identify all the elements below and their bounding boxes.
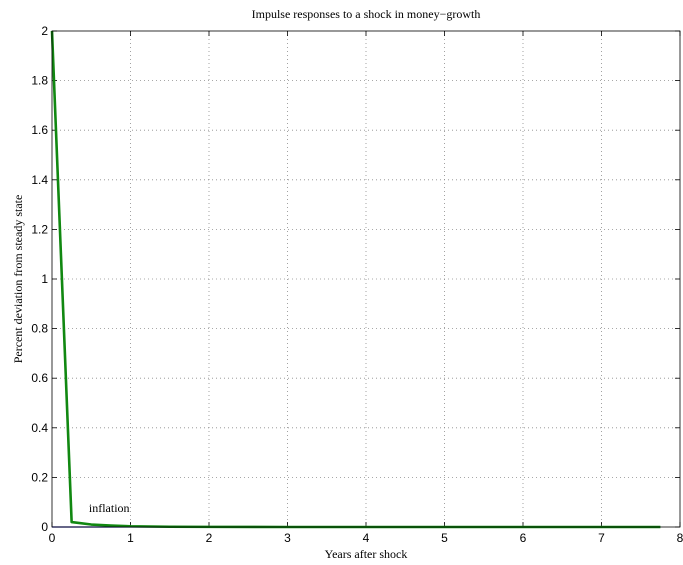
y-axis-label: Percent deviation from steady state	[11, 195, 25, 364]
y-tick-label: 2	[41, 24, 48, 38]
x-axis-label: Years after shock	[325, 547, 408, 561]
y-tick-label: 0.4	[31, 421, 48, 435]
x-tick-label: 3	[284, 531, 291, 545]
y-tick-label: 1.4	[31, 173, 48, 187]
ticks: 0 1 2 3 4 5 6 7 8 0 0.2 0.4 0.6 0.8 1 1.2 1.4 1.6 1.8 2	[31, 24, 683, 545]
y-tick-label: 0.8	[31, 322, 48, 336]
y-tick-label: 1.8	[31, 74, 48, 88]
y-tick-label: 0	[41, 520, 48, 534]
x-tick-label: 5	[441, 531, 448, 545]
plot-area	[51, 30, 681, 528]
y-tick-label: 0.2	[31, 470, 48, 484]
annotations: inflation	[89, 501, 130, 515]
y-tick-label: 1	[41, 272, 48, 286]
x-tick-label: 7	[598, 531, 605, 545]
chart-title: Impulse responses to a shock in money−gr…	[252, 7, 481, 21]
x-tick-label: 2	[206, 531, 213, 545]
y-tick-label: 1.6	[31, 123, 48, 137]
grid	[52, 31, 680, 527]
y-tick-label: 1.2	[31, 222, 48, 236]
x-tick-label: 4	[363, 531, 370, 545]
annotation-label: inflation	[89, 501, 130, 515]
x-tick-label: 6	[520, 531, 527, 545]
x-tick-label: 1	[127, 531, 134, 545]
y-tick-label: 0.6	[31, 371, 48, 385]
x-tick-label: 8	[677, 531, 683, 545]
x-tick-label: 0	[49, 531, 56, 545]
